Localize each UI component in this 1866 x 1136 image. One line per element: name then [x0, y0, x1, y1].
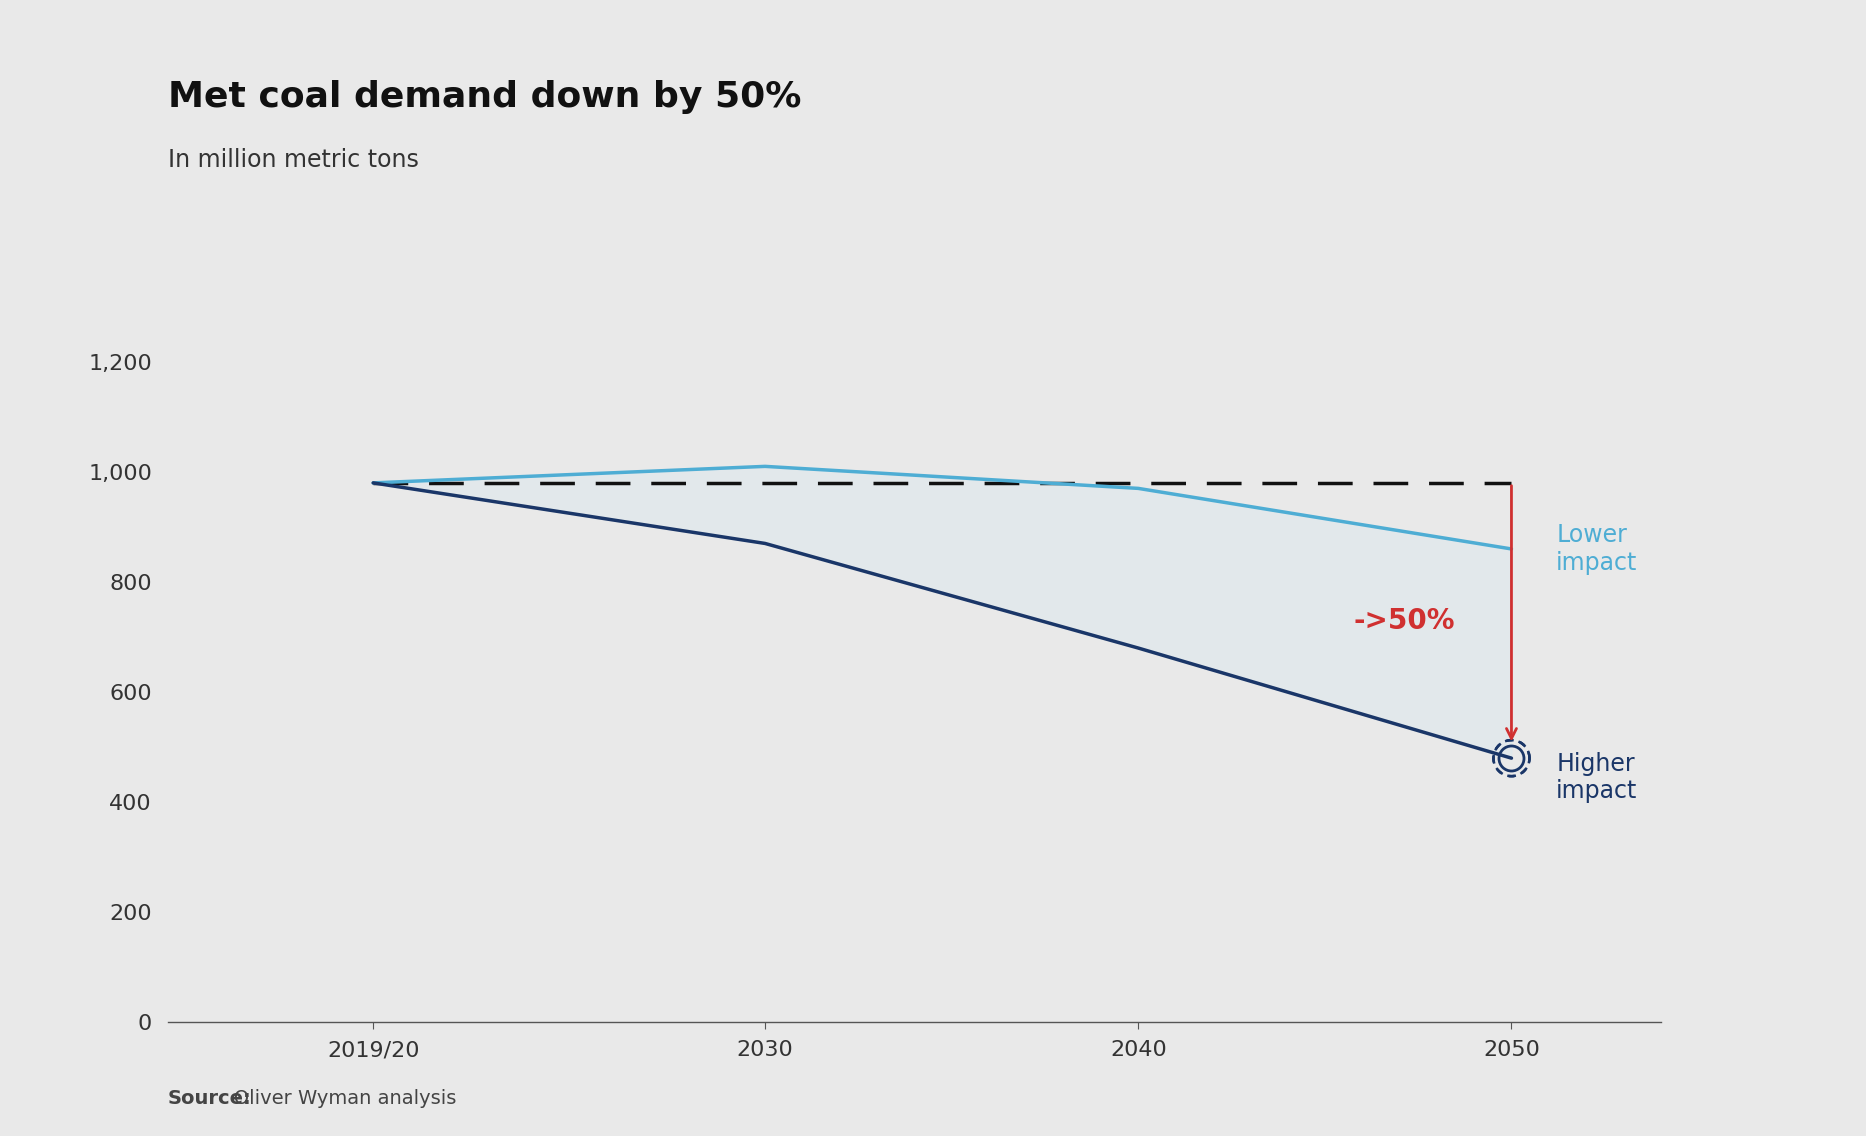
Text: Met coal demand down by 50%: Met coal demand down by 50%: [168, 80, 801, 114]
Text: In million metric tons: In million metric tons: [168, 148, 418, 172]
Text: Lower
impact: Lower impact: [1556, 523, 1638, 575]
Text: Higher
impact: Higher impact: [1556, 752, 1638, 803]
Text: Source:: Source:: [168, 1088, 252, 1108]
Text: ->50%: ->50%: [1355, 607, 1455, 635]
Text: Oliver Wyman analysis: Oliver Wyman analysis: [215, 1088, 455, 1108]
